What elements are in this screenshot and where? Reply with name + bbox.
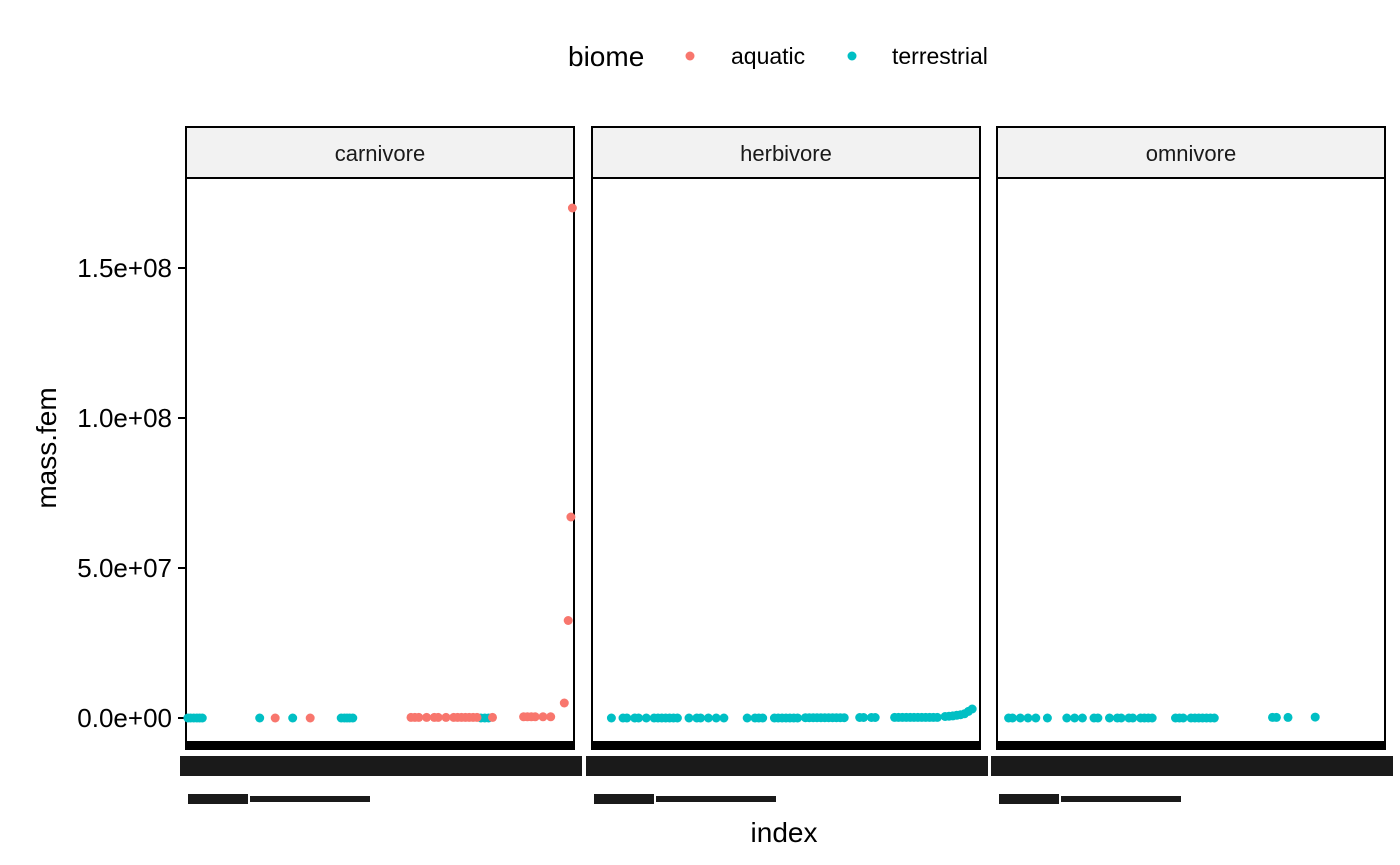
data-point <box>422 712 432 722</box>
x-tick-labels-overlap <box>188 794 248 804</box>
data-point <box>1147 713 1157 723</box>
y-tick-label: 5.0e+07 <box>77 553 172 583</box>
series-terrestrial <box>1004 712 1320 723</box>
data-point <box>711 713 721 723</box>
y-tick-label: 0.0e+00 <box>77 703 172 733</box>
data-point <box>546 712 556 722</box>
panel-frame <box>996 177 1386 743</box>
y-tick-label: 1.0e+08 <box>77 403 172 433</box>
data-point <box>530 712 540 722</box>
legend: biome aquatic terrestrial <box>568 41 988 72</box>
data-point <box>672 713 682 723</box>
data-point <box>472 712 482 722</box>
data-point <box>563 616 573 625</box>
data-point <box>1209 713 1219 723</box>
strip-background <box>591 126 981 179</box>
panel-frame <box>185 177 575 743</box>
data-point <box>1077 713 1087 723</box>
data-point <box>1031 713 1041 723</box>
data-point <box>719 713 729 723</box>
legend-title: biome <box>568 41 644 72</box>
data-point <box>567 203 577 213</box>
data-point <box>684 713 694 723</box>
data-point <box>932 712 942 722</box>
strip-label-herbivore: herbivore <box>740 141 832 166</box>
y-axis-title: mass.fem <box>31 387 62 508</box>
data-point <box>967 704 977 714</box>
data-point <box>1310 712 1320 722</box>
data-point <box>793 713 803 723</box>
data-point <box>197 713 207 723</box>
x-tick-labels-overlap <box>250 796 370 802</box>
strip-label-omnivore: omnivore <box>1146 141 1236 166</box>
data-point <box>305 713 315 723</box>
data-point <box>1105 713 1114 723</box>
data-point <box>703 713 713 723</box>
x-tick-labels-overlap <box>1061 796 1181 802</box>
legend-key-aquatic <box>685 51 695 61</box>
data-point <box>758 713 768 723</box>
data-point <box>1070 713 1080 723</box>
facet-panels: carnivore herbivore omnivore <box>180 126 1393 804</box>
x-ticks-dense <box>586 742 988 804</box>
series-terrestrial <box>606 704 977 723</box>
data-point <box>1128 713 1138 723</box>
panel-herbivore: herbivore <box>586 126 988 804</box>
data-point <box>288 713 298 723</box>
data-point <box>270 713 280 723</box>
panel-omnivore: omnivore <box>991 126 1393 804</box>
data-point <box>859 713 869 722</box>
x-tick-labels-overlap <box>999 794 1059 804</box>
y-axis: 0.0e+00 5.0e+07 1.0e+08 1.5e+08 <box>77 253 186 733</box>
data-point <box>1116 713 1126 723</box>
legend-label-terrestrial: terrestrial <box>892 43 988 69</box>
data-point <box>433 712 443 722</box>
panel-carnivore: carnivore <box>180 126 582 804</box>
data-point <box>634 713 644 723</box>
data-point <box>839 713 849 723</box>
data-point <box>1283 712 1293 722</box>
data-point <box>566 512 576 522</box>
data-point <box>1093 713 1103 723</box>
data-point <box>641 713 651 723</box>
x-tick-labels-overlap <box>594 794 654 804</box>
x-tick-labels-overlap <box>991 756 1393 776</box>
x-ticks-dense <box>180 742 582 804</box>
data-point <box>1178 713 1188 723</box>
data-point <box>488 712 497 722</box>
panel-frame <box>591 177 981 743</box>
legend-label-aquatic: aquatic <box>731 43 805 69</box>
x-ticks-dense <box>991 742 1393 804</box>
data-point <box>1062 713 1072 723</box>
series-aquatic <box>270 203 577 723</box>
data-point <box>622 713 632 723</box>
data-point <box>1008 713 1017 723</box>
x-tick-labels-overlap <box>656 796 776 802</box>
data-point <box>606 713 616 723</box>
data-point <box>559 698 569 708</box>
data-point <box>414 712 424 722</box>
data-point <box>538 712 548 722</box>
y-tick-label: 1.5e+08 <box>77 253 172 283</box>
data-point <box>1015 713 1025 723</box>
strip-label-carnivore: carnivore <box>335 141 425 166</box>
x-tick-marks <box>996 742 1386 750</box>
strip-background <box>185 126 575 179</box>
data-point <box>255 713 265 723</box>
data-point <box>696 713 706 723</box>
data-point <box>1042 713 1052 723</box>
data-point <box>1271 712 1281 722</box>
data-point <box>1023 713 1033 723</box>
x-tick-marks <box>185 742 575 750</box>
x-tick-labels-overlap <box>180 756 582 776</box>
data-point <box>441 712 451 722</box>
legend-key-terrestrial <box>847 51 857 61</box>
x-axis-title: index <box>751 817 818 848</box>
x-tick-marks <box>591 742 981 750</box>
x-tick-labels-overlap <box>586 756 988 776</box>
data-point <box>870 713 880 722</box>
data-point <box>742 713 752 723</box>
data-point <box>348 713 358 723</box>
